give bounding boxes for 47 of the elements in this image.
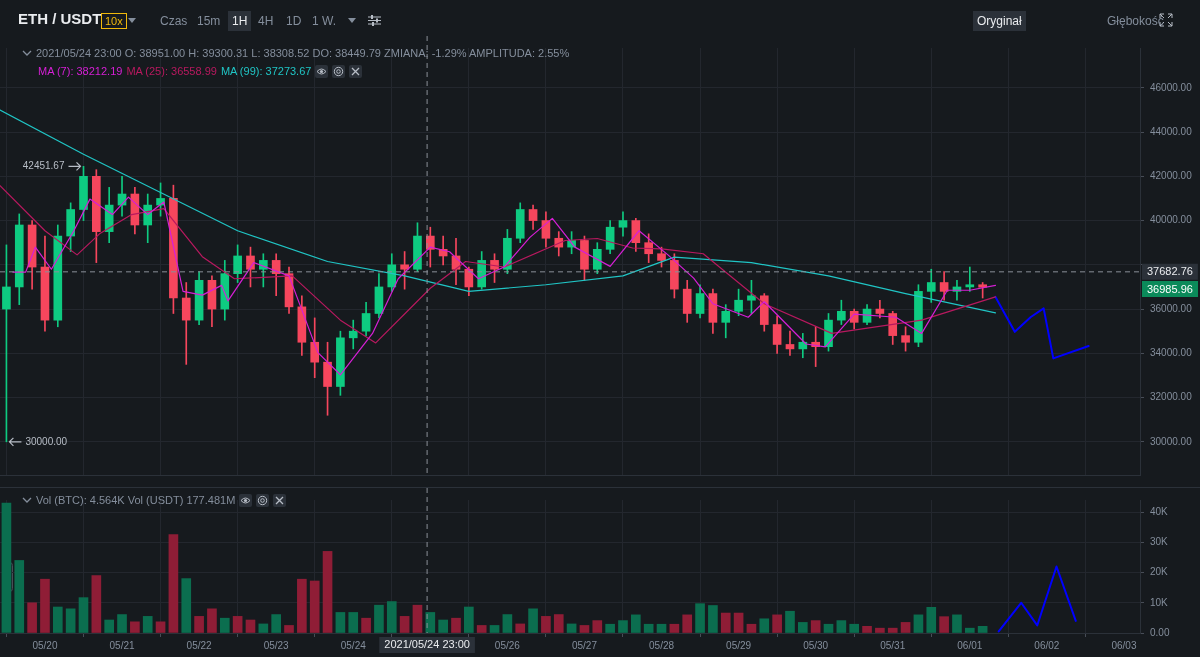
x-tick-label: 05/30: [803, 639, 829, 651]
text: Głębokość: [1107, 14, 1164, 28]
text: 1 W.: [312, 14, 337, 28]
y-tick-label: 40K: [1150, 505, 1169, 517]
text: 36985.96: [1142, 281, 1198, 297]
text: MA (25): 36558.99: [126, 64, 217, 78]
ref-line-label: 2021/05/24 23:00: [384, 638, 470, 651]
x-tick-label: 05/20: [32, 639, 58, 651]
y-tick-label: 36000.00: [1150, 302, 1193, 314]
text: Czas: [160, 14, 188, 28]
x-tick-label: 05/28: [649, 639, 675, 651]
x-tick-label: 06/01: [957, 639, 983, 651]
y-tick-label: 10K: [1150, 596, 1169, 608]
ref-line-label: 37682.76: [1147, 264, 1193, 277]
y-tick-label: 46000.00: [1150, 81, 1193, 93]
text: Oryginał: [973, 11, 1026, 31]
text: 10x: [101, 13, 127, 29]
annotation: 30000.00: [25, 435, 68, 447]
chart-title: ETH / USDT: [18, 10, 102, 27]
x-tick-label: 05/23: [263, 639, 290, 651]
x-tick-label: 06/02: [1034, 639, 1060, 651]
text: MA (99): 37273.67: [220, 64, 312, 78]
x-tick-label: 05/31: [880, 639, 906, 651]
text: 1H: [228, 11, 252, 31]
y-tick-label: 40000.00: [1150, 214, 1193, 226]
x-tick-label: 05/27: [571, 639, 598, 651]
annotation: 2021/05/24 23:00 O: 38951.00 H: 39300.31 L: 38308.52 DO: 38449.79 ZMIANA: -1.29% AMPLITUDA: 2.55%: [36, 46, 570, 60]
text: 1D: [286, 14, 302, 28]
y-tick-label: 44000.00: [1150, 125, 1193, 137]
y-tick-label: 32000.00: [1150, 391, 1193, 403]
y-tick-label: 34000.00: [1150, 347, 1193, 359]
x-tick-label: 05/22: [186, 639, 213, 651]
y-tick-label: 20K: [1150, 566, 1169, 578]
text: 4H: [258, 14, 274, 28]
y-tick-label: 0.00: [1150, 626, 1170, 638]
x-tick-label: 05/21: [109, 639, 135, 651]
text: 15m: [197, 14, 221, 28]
text: MA (7): 38212.19: [38, 64, 123, 78]
x-tick-label: 05/24: [340, 639, 367, 651]
x-tick-label: 06/03: [1111, 639, 1137, 651]
x-tick-label: 05/26: [494, 639, 521, 651]
y-tick-label: 30000.00: [1150, 435, 1193, 447]
x-tick-label: 05/29: [726, 639, 752, 651]
y-tick-label: 30K: [1150, 536, 1169, 548]
annotation: 42451.67: [22, 160, 65, 172]
y-tick-label: 42000.00: [1150, 170, 1193, 182]
annotation: Vol (BTC): 4.564K Vol (USDT) 177.481M: [36, 493, 236, 507]
